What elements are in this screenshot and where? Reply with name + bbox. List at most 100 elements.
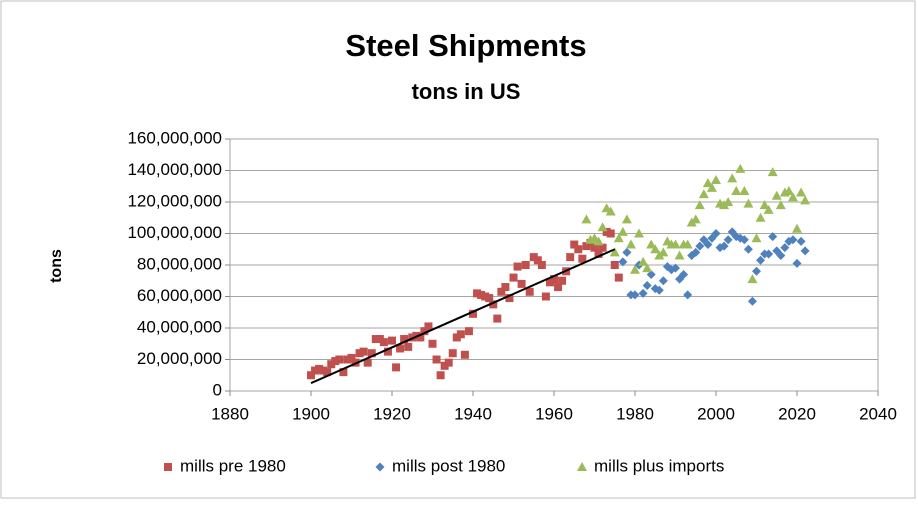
point [654,285,664,295]
point [731,185,742,195]
point [613,233,624,243]
point [558,276,567,285]
point [574,245,583,254]
y-tick-label: 0 [213,380,222,399]
point [517,279,526,288]
point [485,294,494,303]
point [618,257,628,267]
point [691,247,701,257]
point [554,283,563,292]
point [622,247,632,257]
point [493,314,502,323]
point [711,229,721,238]
point [614,273,623,282]
point [456,330,465,339]
point [327,360,336,369]
point [776,251,786,261]
point [525,287,534,296]
point [420,327,429,336]
point [375,335,384,344]
point [388,336,396,345]
point [355,349,364,358]
point [489,300,498,309]
point [371,335,380,344]
point [630,264,640,274]
point [597,222,608,232]
point [343,355,352,364]
y-tick-label: 120,000,000 [127,191,222,210]
point [521,261,530,269]
point [739,185,750,195]
point [682,239,693,249]
point [763,204,774,214]
point [674,250,685,260]
x-tick-label: 2020 [778,404,816,423]
point [594,249,603,258]
legend-marker [375,462,385,472]
point [625,239,636,249]
x-tick-label: 1880 [211,404,249,423]
point [723,197,734,206]
point [400,335,409,344]
point [787,192,798,202]
point [590,243,599,252]
point [752,266,761,276]
point [464,327,473,336]
y-tick-label: 60,000,000 [137,286,222,305]
point [379,338,388,347]
point [739,235,749,245]
point [533,256,542,265]
point [788,235,798,245]
point [505,294,514,303]
point [719,241,729,251]
point [570,240,579,249]
point [670,239,681,249]
point [771,190,782,200]
point [416,333,425,342]
point [469,309,477,318]
point [396,344,405,353]
y-tick-label: 140,000,000 [127,160,222,179]
y-tick-label: 160,000,000 [127,128,222,147]
point [683,290,693,300]
point [792,223,802,233]
point [638,288,648,298]
point [593,236,604,246]
point [331,357,340,366]
point [566,253,575,262]
point [694,200,705,210]
point [311,366,320,375]
point [606,229,615,238]
point [756,255,766,265]
point [605,206,616,216]
point [460,350,469,359]
point [452,333,461,342]
legend-label: mills pre 1980 [180,456,286,475]
point [307,371,315,380]
point [642,263,653,273]
legend-marker [577,462,587,471]
point [735,163,746,173]
point [610,261,619,269]
x-tick-label: 2000 [697,404,735,423]
point [578,254,587,263]
point [711,174,721,184]
y-tick-label: 40,000,000 [137,317,222,336]
point [796,236,806,246]
point [513,262,522,271]
x-tick-label: 2040 [859,404,897,423]
point [473,289,482,298]
point [792,258,802,268]
point [690,214,701,224]
point [796,187,807,197]
chart-title: Steel Shipments [345,28,586,63]
point [727,173,738,183]
point [723,235,733,245]
point [751,233,762,243]
point [642,280,652,290]
point [698,189,709,199]
point [582,242,591,251]
point [679,269,689,279]
x-tick-label: 1900 [292,404,330,423]
